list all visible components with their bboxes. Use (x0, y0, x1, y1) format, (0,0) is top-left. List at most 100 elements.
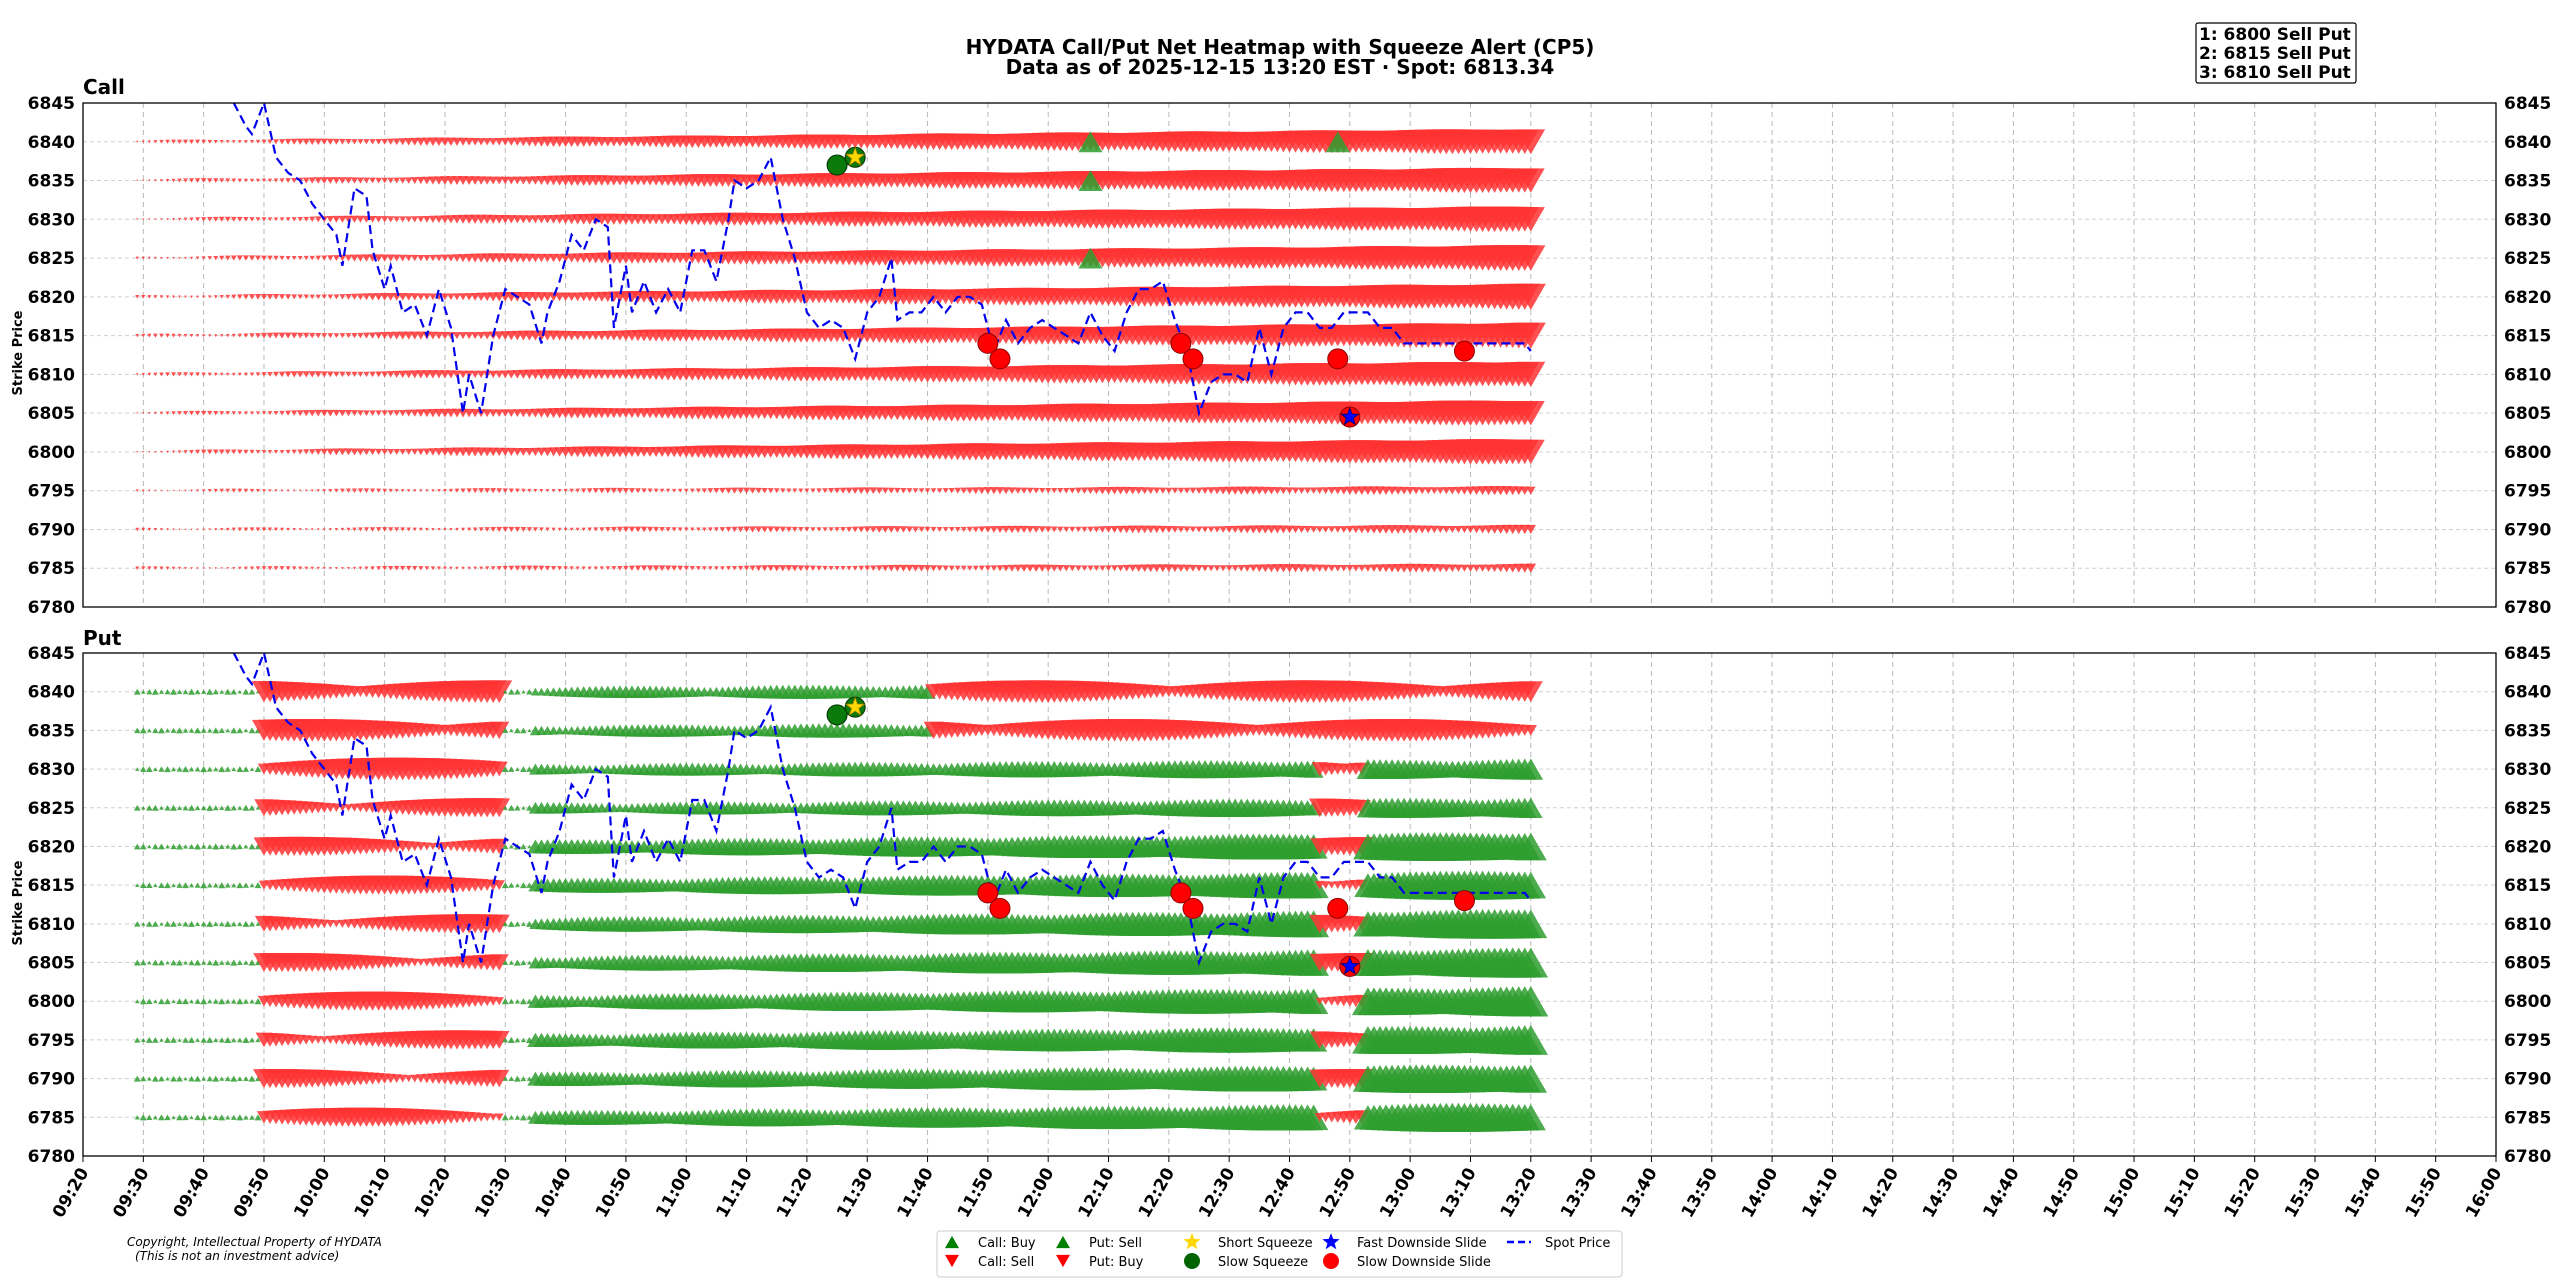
call-flow-marker (434, 215, 444, 224)
call-flow-marker (1165, 487, 1173, 494)
call-flow-marker (231, 527, 236, 532)
slow-downside-slide-marker (1327, 348, 1349, 370)
call-flow-marker (749, 526, 757, 533)
put-flow-marker (422, 958, 432, 967)
call-flow-marker (791, 565, 799, 572)
call-flow-marker (296, 332, 304, 339)
call-flow-marker (425, 489, 429, 493)
call-flow-marker (249, 411, 254, 415)
call-flow-marker (1231, 525, 1240, 534)
call-flow-marker (689, 565, 695, 571)
call-flow-marker (804, 527, 810, 532)
call-flow-marker (1111, 565, 1118, 572)
call-flow-marker (416, 331, 426, 340)
call-flow-marker (148, 451, 151, 453)
call-flow-marker (500, 370, 510, 379)
call-flow-marker (1026, 487, 1034, 494)
call-flow-marker (1291, 487, 1300, 494)
call-flow-marker (828, 527, 834, 532)
call-flow-marker (1267, 486, 1276, 495)
call-flow-marker (309, 255, 315, 261)
call-flow-marker (521, 488, 526, 493)
call-flow-marker (237, 488, 243, 493)
call-flow-marker (478, 527, 484, 532)
call-flow-marker (1315, 526, 1324, 533)
put-flow-marker (255, 1037, 261, 1043)
call-flow-marker (725, 487, 732, 494)
call-flow-marker (399, 448, 407, 455)
call-flow-marker (374, 332, 383, 339)
call-flow-marker (410, 293, 419, 301)
call-flow-marker (136, 140, 139, 143)
call-flow-marker (1056, 564, 1065, 572)
call-flow-marker (803, 565, 811, 571)
put-flow-marker (218, 1114, 226, 1121)
call-flow-marker (315, 255, 322, 261)
call-flow-marker (810, 527, 816, 532)
call-flow-marker (351, 410, 358, 417)
call-flow-marker (374, 254, 383, 262)
call-flow-marker (1278, 564, 1289, 573)
call-flow-marker (809, 565, 816, 571)
call-flow-marker (1140, 525, 1150, 534)
call-flow-marker (858, 565, 865, 571)
call-flow-marker (1128, 525, 1138, 534)
call-flow-marker (338, 177, 347, 184)
call-flow-marker (344, 410, 352, 417)
call-flow-marker (142, 412, 145, 415)
call-flow-marker (1363, 564, 1372, 572)
call-flow-marker (338, 409, 347, 417)
call-flow-marker (201, 256, 206, 260)
call-flow-marker (290, 371, 298, 378)
y-tick-label-left: 6800 (28, 992, 75, 1012)
y-tick-label-left: 6785 (28, 559, 75, 579)
put-flow-marker (176, 998, 183, 1005)
call-flow-marker (1207, 487, 1216, 495)
call-flow-marker (822, 488, 828, 494)
y-tick-label-left: 6840 (28, 133, 75, 153)
call-flow-marker (713, 527, 719, 532)
call-flow-marker (1051, 488, 1058, 494)
call-flow-marker (393, 410, 401, 417)
call-flow-marker (279, 217, 285, 222)
call-flow-marker (417, 448, 425, 456)
call-flow-marker (701, 488, 708, 494)
call-flow-marker (1128, 486, 1137, 495)
call-flow-marker (520, 565, 527, 571)
put-flow-marker (146, 998, 153, 1005)
call-flow-marker (1448, 487, 1457, 495)
call-flow-marker (1195, 487, 1203, 494)
call-flow-marker (267, 566, 273, 571)
put-flow-marker (249, 1037, 255, 1043)
call-flow-marker (494, 138, 504, 146)
call-flow-marker (332, 138, 340, 145)
call-flow-marker (1339, 486, 1349, 495)
call-flow-marker (135, 566, 140, 570)
call-flow-marker (506, 409, 516, 417)
call-flow-marker (387, 216, 395, 223)
call-flow-marker (405, 177, 413, 184)
call-flow-marker (308, 371, 316, 378)
call-flow-marker (470, 138, 480, 146)
call-flow-marker (1093, 565, 1100, 571)
put-flow-marker (489, 1031, 510, 1049)
call-flow-marker (1116, 486, 1125, 495)
call-flow-marker (887, 526, 896, 533)
call-flow-marker (948, 527, 955, 532)
call-flow-marker (1322, 526, 1330, 533)
put-flow-marker (200, 998, 208, 1005)
call-flow-marker (539, 489, 544, 493)
call-flow-marker (321, 255, 328, 261)
call-flow-marker (345, 293, 352, 300)
y-tick-label-left: 6805 (28, 954, 75, 974)
call-flow-marker (1170, 564, 1180, 572)
put-flow-marker (398, 1074, 408, 1083)
call-flow-marker (280, 527, 285, 532)
call-flow-marker (177, 372, 182, 377)
call-flow-marker (870, 565, 877, 572)
call-flow-marker (334, 488, 339, 493)
call-flow-marker (494, 176, 504, 185)
call-flow-marker (310, 566, 314, 570)
call-flow-marker (369, 139, 376, 145)
